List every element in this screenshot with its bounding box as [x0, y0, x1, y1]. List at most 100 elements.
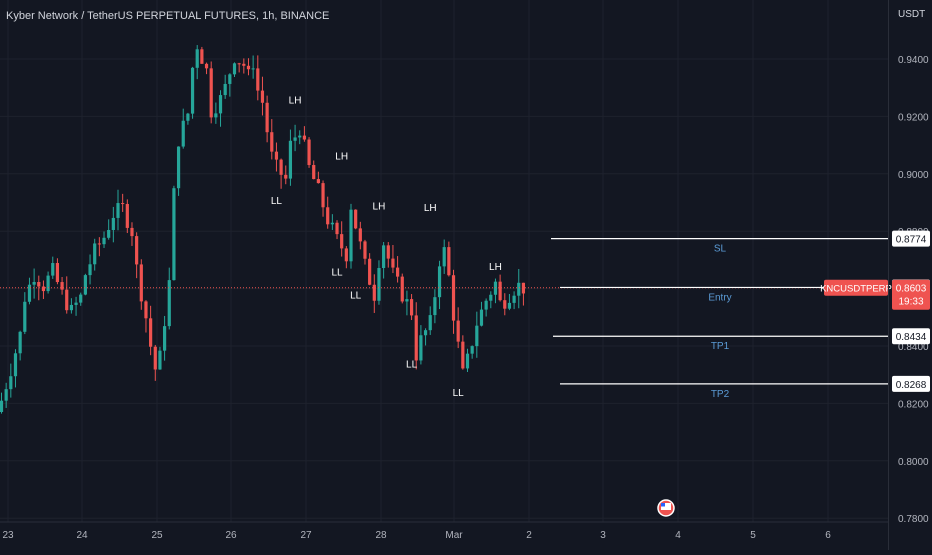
x-tick-label: 24: [76, 530, 88, 541]
x-tick-label: Mar: [445, 530, 463, 541]
candle-body: [456, 320, 460, 342]
candle-body: [111, 217, 115, 230]
candle-body: [121, 203, 125, 205]
swing-label-lh: LH: [489, 262, 502, 273]
price-tag-bg: [892, 230, 930, 247]
candle-body: [484, 300, 488, 310]
candle-body: [27, 284, 32, 302]
candle-body: [13, 353, 18, 377]
candle-body: [125, 203, 129, 228]
candle-body: [69, 304, 73, 311]
y-tick-label: 0.8200: [898, 399, 929, 410]
candle-body: [74, 302, 78, 305]
candle-body: [382, 245, 386, 269]
candle-body: [316, 179, 320, 184]
candle-body: [60, 282, 64, 290]
candle-body: [246, 65, 251, 70]
candle-body: [423, 330, 428, 336]
candle-body: [55, 263, 60, 283]
y-tick-label: 0.8000: [898, 457, 929, 468]
y-tick-label: 0.8400: [898, 342, 929, 353]
candle-body: [437, 266, 442, 298]
candle-body: [428, 315, 432, 331]
candle-body: [475, 325, 479, 347]
candle-body: [498, 281, 502, 301]
candle-body: [223, 83, 227, 96]
swing-label-lh: LH: [424, 203, 437, 214]
candle-body: [335, 222, 339, 235]
candle-body: [88, 264, 92, 276]
level-label-tp2: TP2: [711, 389, 730, 400]
candle-body: [442, 247, 446, 267]
candle-body: [18, 331, 22, 354]
candle-body: [447, 247, 451, 276]
candle-body: [65, 289, 69, 311]
candle-body: [83, 275, 87, 295]
candle-body: [386, 245, 390, 259]
candle-body: [372, 284, 376, 301]
candle-body: [503, 300, 507, 309]
candle-body: [507, 302, 512, 309]
candle-body: [251, 68, 255, 70]
last-price-box: [892, 279, 930, 310]
candle-body: [354, 209, 358, 229]
candle-body: [97, 243, 101, 245]
candle-body: [414, 315, 418, 361]
candle-body: [9, 376, 13, 390]
x-tick-label: 3: [600, 530, 606, 541]
symbol-tag-bg: [824, 279, 888, 296]
x-tick-label: 2: [526, 530, 532, 541]
candle-body: [349, 209, 353, 262]
x-tick-label: 26: [225, 530, 237, 541]
candle-body: [470, 346, 474, 354]
candle-body: [512, 295, 516, 303]
candle-body: [400, 276, 404, 302]
candle-body: [265, 102, 269, 133]
candle-body: [37, 281, 41, 287]
candle-body: [0, 400, 4, 413]
candle-body: [163, 326, 167, 351]
candle-body: [181, 120, 185, 147]
candle-body: [517, 282, 521, 296]
y-tick-label: 0.9200: [898, 112, 929, 123]
x-tick-label: 28: [375, 530, 387, 541]
candle-body: [521, 282, 526, 294]
candle-body: [176, 146, 181, 189]
candle-body: [51, 263, 55, 276]
candle-body: [302, 135, 306, 140]
candle-body: [144, 301, 148, 319]
swing-label-ll: LL: [271, 196, 283, 207]
flag-icon-canton: [661, 503, 665, 507]
swing-label-ll: LL: [406, 360, 418, 371]
candle-body: [256, 68, 260, 91]
price-tag-sl: 0.8774: [892, 230, 930, 247]
x-tick-label: 23: [2, 530, 14, 541]
candle-body: [405, 299, 409, 302]
last-price-tag: KNCUSDTPERP 0.8603 19:33: [820, 279, 930, 310]
currency-label: USDT: [898, 9, 926, 20]
candle-body: [172, 188, 176, 281]
last-price-value: 0.8603: [896, 284, 927, 295]
candles: [0, 45, 526, 414]
candle-body: [479, 309, 484, 326]
candle-body: [330, 222, 334, 225]
price-tag-value: 0.8774: [896, 235, 927, 246]
price-tag-bg: [892, 328, 930, 345]
candle-body: [232, 63, 237, 75]
y-tick-label: 0.7800: [898, 514, 929, 525]
candle-body: [344, 248, 348, 262]
chart-title: Kyber Network / TetherUS PERPETUAL FUTUR…: [6, 10, 330, 22]
candle-body: [358, 228, 362, 242]
candle-body: [32, 281, 36, 285]
x-tick-label: 27: [300, 530, 312, 541]
candle-body: [377, 268, 381, 301]
candle-body: [321, 183, 325, 208]
candle-body: [368, 258, 372, 285]
candle-body: [298, 135, 302, 138]
candle-body: [149, 318, 153, 347]
price-tag-tp1: 0.8434: [892, 328, 930, 345]
candle-body: [419, 335, 423, 361]
candle-body: [391, 258, 395, 268]
